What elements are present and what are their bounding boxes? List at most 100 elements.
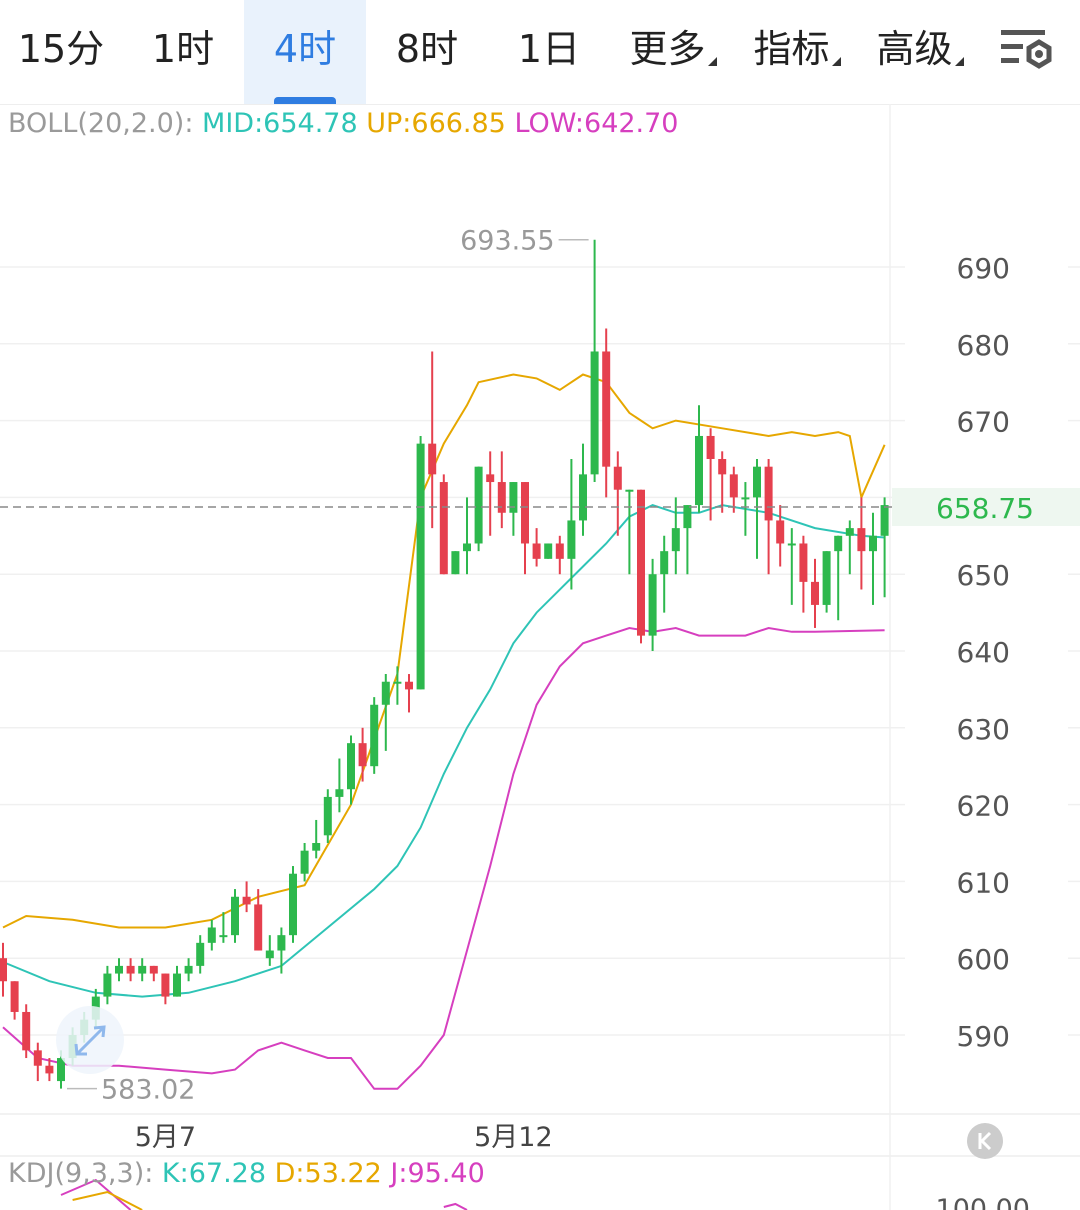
candle-body bbox=[532, 543, 541, 559]
boll-mid-line bbox=[2, 504, 885, 998]
boll-up-line bbox=[2, 373, 886, 929]
candle-body bbox=[416, 443, 425, 690]
boll-up-value: UP:666.85 bbox=[366, 108, 506, 139]
caret-icon bbox=[831, 57, 841, 66]
candle-body bbox=[277, 935, 286, 951]
candle-body bbox=[335, 789, 344, 797]
candle-body bbox=[776, 520, 785, 544]
timeframe-tabs: 15分 1时 4时 8时 1日 更多 指标 高级 bbox=[0, 0, 1080, 105]
candle-body bbox=[787, 543, 796, 546]
y-tick-label: 590 bbox=[957, 1020, 1010, 1053]
candle-body bbox=[729, 474, 738, 498]
kdj-legend: KDJ(9,3,3): K:67.28 D:53.22 J:95.40 bbox=[8, 1158, 485, 1189]
boll-mid-value: MID:654.78 bbox=[202, 108, 358, 139]
tab-indicators[interactable]: 指标 bbox=[736, 0, 858, 104]
candle-body bbox=[265, 950, 274, 959]
candle-body bbox=[764, 466, 773, 521]
candle-body bbox=[33, 1050, 42, 1066]
chart-settings-icon bbox=[1001, 30, 1052, 69]
candle-body bbox=[857, 528, 866, 552]
low-marker-label: 583.02 bbox=[101, 1075, 195, 1106]
candle-body bbox=[45, 1065, 54, 1074]
tab-advanced[interactable]: 高级 bbox=[858, 0, 982, 104]
candle-body bbox=[289, 873, 297, 936]
candle-body bbox=[799, 543, 808, 582]
candle-body bbox=[300, 850, 309, 874]
current-price-label: 658.75 bbox=[936, 492, 1034, 525]
candle-body bbox=[312, 843, 321, 851]
candle-body bbox=[103, 973, 112, 997]
candle-body bbox=[741, 497, 750, 500]
candle-body bbox=[602, 351, 611, 467]
y-tick-label: 620 bbox=[957, 790, 1010, 823]
candle-body bbox=[184, 965, 193, 974]
candle-body bbox=[173, 973, 181, 997]
candle-body bbox=[625, 489, 634, 492]
x-tick-label: 5月7 bbox=[135, 1122, 196, 1153]
active-tab-indicator bbox=[274, 97, 336, 104]
kdj-k-value: K:67.28 bbox=[161, 1158, 267, 1189]
candle-body bbox=[0, 958, 7, 982]
candle-body bbox=[706, 435, 715, 459]
candle-body bbox=[10, 981, 19, 1012]
boll-low-line bbox=[2, 626, 885, 1090]
candle-body bbox=[254, 904, 263, 951]
tab-label: 8时 bbox=[395, 27, 459, 71]
y-tick-label: 630 bbox=[957, 713, 1010, 746]
candle-body bbox=[497, 482, 506, 513]
tab-15min[interactable]: 15分 bbox=[0, 0, 122, 104]
boll-legend: BOLL(20,2.0): MID:654.78 UP:666.85 LOW:6… bbox=[8, 108, 679, 139]
candle-body bbox=[695, 435, 703, 506]
candle-body bbox=[161, 973, 170, 997]
candle-body bbox=[811, 581, 819, 605]
tab-4hour[interactable]: 4时 bbox=[244, 0, 366, 104]
chart-settings-button[interactable] bbox=[995, 22, 1061, 78]
kdj-line bbox=[72, 1190, 143, 1210]
candle-body bbox=[57, 1058, 65, 1082]
y-tick-label: 690 bbox=[957, 252, 1010, 285]
y-tick-label: 650 bbox=[957, 559, 1010, 592]
candle-body bbox=[845, 528, 854, 536]
candle-body bbox=[138, 965, 147, 974]
candle-body bbox=[869, 535, 877, 552]
candle-body bbox=[660, 551, 669, 575]
tab-1hour[interactable]: 1时 bbox=[122, 0, 244, 104]
tab-1day[interactable]: 1日 bbox=[488, 0, 610, 104]
candle-body bbox=[637, 489, 645, 636]
tab-label: 更多 bbox=[629, 27, 706, 71]
candle-body bbox=[521, 482, 529, 544]
y-tick-label: 610 bbox=[957, 866, 1010, 899]
candle-body bbox=[463, 543, 471, 552]
candle-body bbox=[590, 351, 599, 475]
candle-body bbox=[544, 543, 553, 559]
high-marker-label: 693.55 bbox=[460, 226, 554, 257]
y-tick-label: 640 bbox=[957, 636, 1010, 669]
kdj-line bbox=[60, 1178, 132, 1210]
candle-body bbox=[370, 704, 379, 767]
candle-body bbox=[207, 927, 216, 943]
kdj-name: KDJ(9,3,3): bbox=[8, 1158, 154, 1189]
candle-body bbox=[196, 942, 205, 966]
candle-body bbox=[880, 505, 889, 536]
candle-body bbox=[393, 681, 402, 684]
tab-label: 1日 bbox=[517, 27, 581, 71]
current-price-tag bbox=[892, 488, 1080, 526]
candle-body bbox=[509, 482, 518, 513]
tab-label: 高级 bbox=[876, 27, 953, 71]
tab-more[interactable]: 更多 bbox=[610, 0, 736, 104]
tab-label: 4时 bbox=[273, 27, 337, 71]
k-badge-icon[interactable] bbox=[967, 1123, 1003, 1159]
kdj-axis-label: 100.00 bbox=[936, 1194, 1030, 1210]
candle-body bbox=[474, 466, 483, 544]
tab-label: 15分 bbox=[17, 27, 105, 71]
candle-body bbox=[242, 896, 251, 905]
candle-body bbox=[683, 505, 692, 529]
expand-arrow-head bbox=[93, 1025, 106, 1038]
candle-body bbox=[451, 551, 460, 575]
candle-body bbox=[567, 520, 576, 559]
kdj-line bbox=[443, 1202, 468, 1210]
tab-8hour[interactable]: 8时 bbox=[366, 0, 488, 104]
candle-body bbox=[126, 965, 135, 974]
candle-body bbox=[834, 535, 843, 552]
